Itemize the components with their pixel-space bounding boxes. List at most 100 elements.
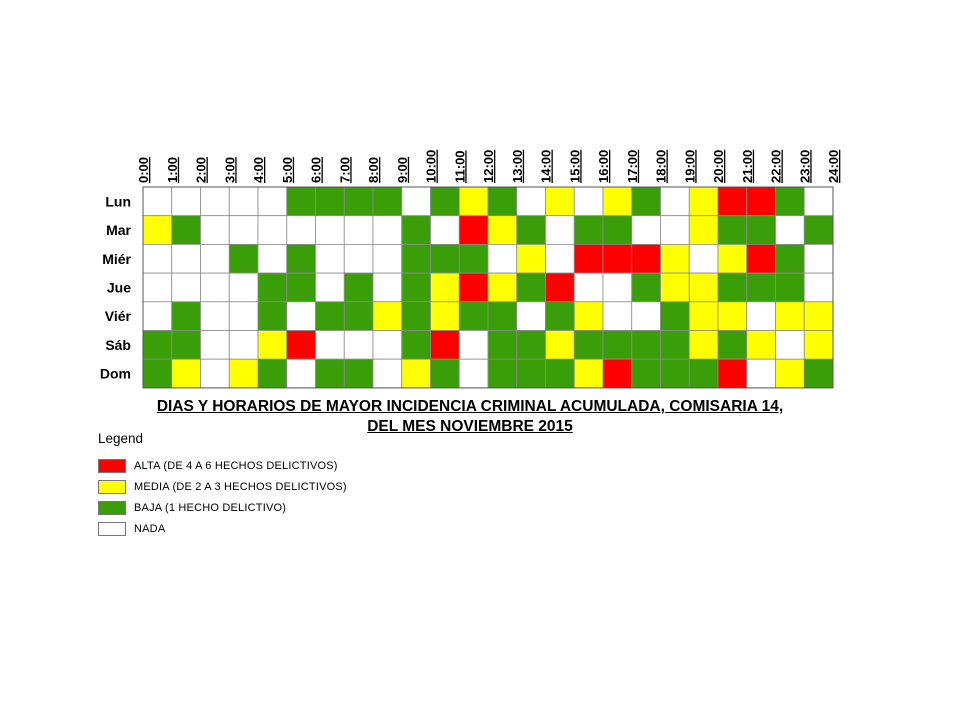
- hour-label: 24:00: [826, 150, 841, 183]
- cell-Mar-22:00: [775, 215, 805, 245]
- legend-swatch-nada: [98, 522, 126, 536]
- hour-label: 23:00: [797, 150, 812, 183]
- cell-Mar-10:00: [430, 215, 460, 245]
- hour-labels: 0:00 1:00 2:00 3:00 4:00 5:00 6:00 7:00 8:00 9:00…: [136, 150, 841, 183]
- cell-Dom-14:00: [545, 358, 575, 389]
- cell-Mar-17:00: [631, 215, 661, 245]
- cell-Jue-22:00: [775, 272, 805, 303]
- cell-Jue-17:00: [631, 272, 661, 303]
- cell-Miér-6:00: [315, 243, 345, 274]
- cell-Jue-14:00: [545, 272, 575, 303]
- hour-label: 7:00: [337, 157, 352, 183]
- hour-label: 10:00: [424, 150, 439, 183]
- hour-label: 3:00: [222, 157, 237, 183]
- day-label: Mar: [106, 222, 131, 238]
- cell-Viér-4:00: [257, 301, 288, 331]
- cell-Lun-19:00: [688, 186, 719, 217]
- cell-Sáb-16:00: [602, 330, 633, 360]
- cell-Sáb-14:00: [545, 330, 575, 360]
- cell-Miér-10:00: [430, 243, 460, 274]
- cell-Jue-11:00: [458, 272, 489, 303]
- cell-Miér-5:00: [286, 243, 316, 274]
- cell-Miér-4:00: [257, 243, 288, 274]
- cell-Mar-5:00: [286, 215, 316, 245]
- cell-Viér-11:00: [458, 301, 489, 331]
- cell-Dom-9:00: [401, 358, 431, 389]
- cell-Lun-3:00: [228, 186, 259, 217]
- cell-Jue-18:00: [660, 272, 690, 303]
- cell-Viér-16:00: [602, 301, 633, 331]
- cell-Mar-11:00: [458, 215, 489, 245]
- cell-Lun-21:00: [746, 186, 776, 217]
- cell-Jue-23:00: [803, 272, 834, 303]
- cell-Dom-4:00: [257, 358, 288, 389]
- cell-Jue-10:00: [430, 272, 460, 303]
- cell-Viér-3:00: [228, 301, 259, 331]
- cell-Mar-4:00: [257, 215, 288, 245]
- cell-Viér-9:00: [401, 301, 431, 331]
- cell-Sáb-5:00: [286, 330, 316, 360]
- cell-Jue-1:00: [171, 272, 201, 303]
- cell-Dom-13:00: [516, 358, 546, 389]
- cell-Sáb-21:00: [746, 330, 776, 360]
- legend-item-media: MEDIA (DE 2 A 3 HECHOS DELICTIVOS): [98, 479, 347, 495]
- cell-Dom-23:00: [803, 358, 834, 389]
- cell-Jue-9:00: [401, 272, 431, 303]
- cell-Dom-2:00: [200, 358, 230, 389]
- cell-Dom-8:00: [372, 358, 403, 389]
- cell-Lun-12:00: [487, 186, 518, 217]
- cell-Jue-6:00: [315, 272, 345, 303]
- cell-Dom-6:00: [315, 358, 345, 389]
- hour-label: 16:00: [596, 150, 611, 183]
- legend-title: Legend: [98, 431, 144, 446]
- cell-Jue-3:00: [228, 272, 259, 303]
- hour-label: 5:00: [280, 157, 295, 183]
- cell-Lun-18:00: [660, 186, 690, 217]
- hour-label: 17:00: [625, 150, 640, 183]
- cell-Miér-12:00: [487, 243, 518, 274]
- cell-Sáb-8:00: [372, 330, 403, 360]
- chart-title-line2: DEL MES NOVIEMBRE 2015: [367, 418, 573, 435]
- cell-Viér-23:00: [803, 301, 834, 331]
- cell-Mar-2:00: [200, 215, 230, 245]
- cell-Sáb-11:00: [458, 330, 489, 360]
- legend-label-alta: ALTA (DE 4 A 6 HECHOS DELICTIVOS): [134, 460, 338, 472]
- legend-label-baja: BAJA (1 HECHO DELICTIVO): [134, 502, 287, 514]
- cell-Sáb-0:00: [142, 330, 173, 360]
- cell-Dom-0:00: [142, 358, 173, 389]
- cell-Jue-4:00: [257, 272, 288, 303]
- cell-Lun-5:00: [286, 186, 316, 217]
- cell-Viér-0:00: [142, 301, 173, 331]
- cell-Miér-23:00: [803, 243, 834, 274]
- cell-Mar-23:00: [803, 215, 834, 245]
- cell-Lun-11:00: [458, 186, 489, 217]
- cell-Miér-3:00: [228, 243, 259, 274]
- cell-Viér-18:00: [660, 301, 690, 331]
- cell-Sáb-18:00: [660, 330, 690, 360]
- cell-Jue-8:00: [372, 272, 403, 303]
- cell-Lun-0:00: [142, 186, 173, 217]
- cell-Jue-20:00: [717, 272, 748, 303]
- cell-Viér-10:00: [430, 301, 460, 331]
- legend-item-alta: ALTA (DE 4 A 6 HECHOS DELICTIVOS): [98, 458, 338, 474]
- day-label: Lun: [105, 193, 131, 209]
- hour-label: 21:00: [740, 150, 755, 183]
- cell-Miér-0:00: [142, 243, 173, 274]
- cell-Sáb-4:00: [257, 330, 288, 360]
- cell-Lun-17:00: [631, 186, 661, 217]
- cell-Viér-15:00: [573, 301, 604, 331]
- cell-Mar-12:00: [487, 215, 518, 245]
- cell-Sáb-7:00: [343, 330, 374, 360]
- cell-Sáb-13:00: [516, 330, 546, 360]
- cell-Lun-23:00: [803, 186, 834, 217]
- cell-Dom-21:00: [746, 358, 776, 389]
- cell-Sáb-12:00: [487, 330, 518, 360]
- cell-Viér-7:00: [343, 301, 374, 331]
- hour-label: 15:00: [567, 150, 582, 183]
- hour-label: 6:00: [309, 157, 324, 183]
- cell-Sáb-6:00: [315, 330, 345, 360]
- cell-Sáb-17:00: [631, 330, 661, 360]
- cell-Mar-3:00: [228, 215, 259, 245]
- cell-Lun-6:00: [315, 186, 345, 217]
